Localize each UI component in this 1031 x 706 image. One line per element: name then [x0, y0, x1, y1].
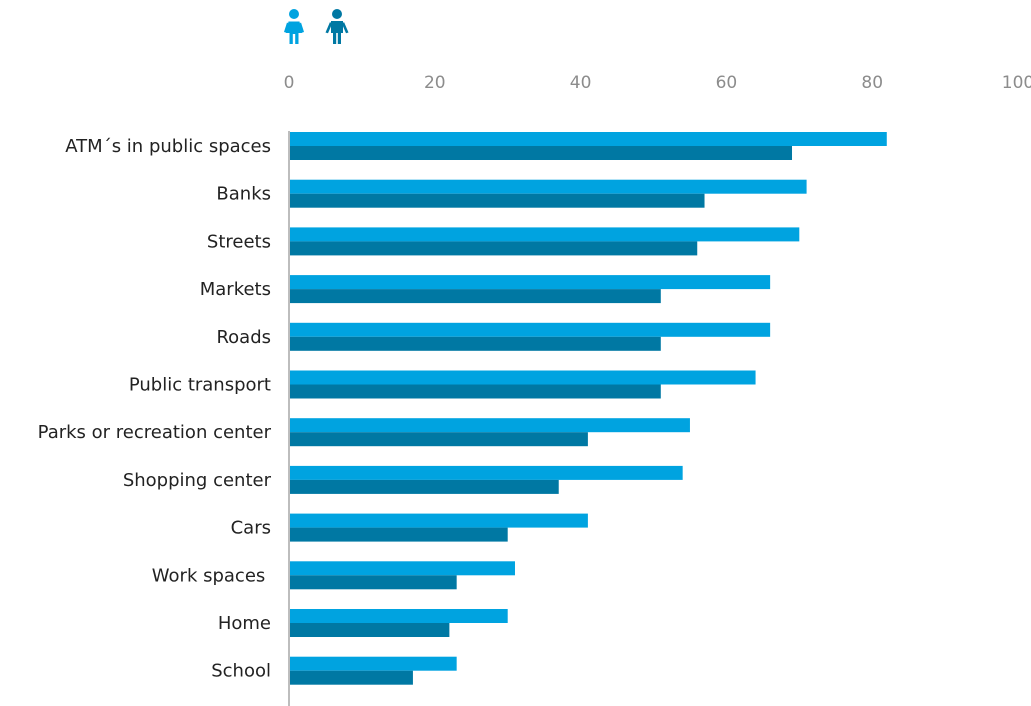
- female-person-icon: [284, 9, 304, 44]
- female-bar: [289, 609, 508, 623]
- category-label: Banks: [216, 184, 271, 205]
- category-label: Parks or recreation center: [38, 422, 272, 443]
- male-bar: [289, 384, 661, 399]
- x-tick-label: 80: [861, 73, 883, 93]
- female-bar: [289, 418, 690, 433]
- category-labels: ATM´s in public spaces Banks Streets Market…: [38, 136, 272, 682]
- x-tick-label: 0: [284, 73, 295, 93]
- male-bar: [289, 623, 450, 637]
- category-label: Streets: [207, 231, 271, 252]
- male-bar: [289, 527, 508, 542]
- female-bar: [289, 513, 588, 528]
- category-label: Shopping center: [123, 470, 272, 491]
- category-label: Roads: [216, 327, 271, 348]
- female-bar: [289, 275, 771, 290]
- female-bar: [289, 561, 515, 576]
- category-label: Markets: [200, 279, 271, 300]
- male-bar: [289, 432, 588, 447]
- x-tick-label: 100: [1002, 73, 1031, 93]
- male-bar: [289, 241, 698, 256]
- female-bar: [289, 132, 887, 146]
- female-bar: [289, 322, 771, 337]
- legend: [284, 9, 349, 44]
- x-tick-label: 40: [570, 73, 592, 93]
- category-label: ATM´s in public spaces: [65, 136, 271, 157]
- category-label: Home: [218, 613, 271, 634]
- category-label: Work spaces: [152, 565, 271, 586]
- female-bar: [289, 656, 457, 671]
- category-label: School: [211, 661, 271, 682]
- x-tick-label: 60: [716, 73, 738, 93]
- male-bar: [289, 146, 793, 160]
- female-bar: [289, 179, 807, 194]
- x-tick-label: 20: [424, 73, 446, 93]
- male-bar: [289, 336, 661, 351]
- male-bar: [289, 670, 413, 685]
- category-label: Cars: [231, 518, 271, 539]
- male-bar: [289, 193, 705, 208]
- bars: [289, 132, 887, 685]
- male-bar: [289, 575, 457, 590]
- male-person-icon: [325, 9, 349, 44]
- female-bar: [289, 465, 683, 480]
- female-bar: [289, 227, 800, 242]
- category-label: Public transport: [129, 375, 271, 396]
- male-bar: [289, 479, 559, 494]
- male-bar: [289, 289, 661, 304]
- female-bar: [289, 370, 756, 385]
- x-axis-ticks: 0 20 40 60 80 100: [284, 73, 1031, 93]
